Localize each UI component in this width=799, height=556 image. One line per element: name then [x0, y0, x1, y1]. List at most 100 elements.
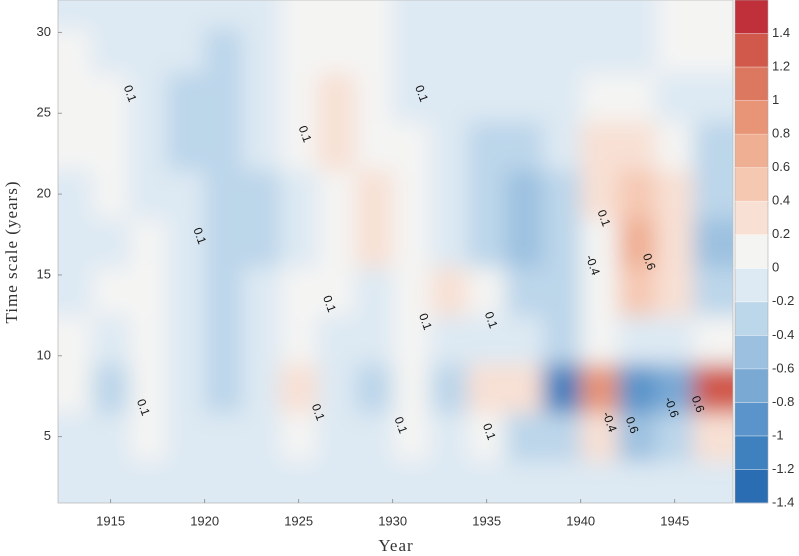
contour-label: -0.6: [662, 395, 682, 420]
cell: [91, 169, 130, 219]
cell: [580, 121, 619, 171]
cell: [693, 28, 733, 74]
cell: [317, 266, 356, 316]
cell: [655, 0, 695, 29]
cell: [317, 363, 356, 413]
cell: [392, 0, 431, 29]
cell: [91, 266, 130, 316]
cell: [505, 315, 544, 365]
cell: [204, 363, 243, 413]
cell: [580, 28, 619, 74]
cell: [317, 121, 356, 171]
cell: [430, 412, 469, 462]
colorbar-swatch: [735, 435, 768, 470]
cell: [204, 412, 243, 462]
cell: [392, 121, 431, 171]
cell: [129, 460, 168, 503]
contour-label: 0.1: [320, 294, 339, 315]
cell: [580, 315, 619, 365]
cell: [618, 266, 657, 316]
contour-label: 0.1: [392, 415, 411, 436]
colorbar-swatch: [735, 402, 768, 437]
cell: [58, 0, 93, 29]
contour-label: -0.4: [600, 410, 620, 435]
cell: [693, 412, 733, 462]
cell: [279, 28, 318, 74]
cell: [580, 218, 619, 268]
cell: [655, 363, 695, 413]
y-tick-label: 30: [37, 24, 51, 39]
colorbar-tick-label: -0.8: [772, 394, 794, 409]
cell: [204, 0, 243, 29]
cell: [129, 266, 168, 316]
colorbar-tick-label: 0.8: [772, 126, 790, 141]
cell: [167, 266, 206, 316]
cell: [242, 218, 281, 268]
cell: [279, 0, 318, 29]
cell: [693, 315, 733, 365]
colorbar-swatch: [735, 335, 768, 370]
cell: [279, 121, 318, 171]
colorbar-tick-label: -1: [772, 427, 784, 442]
colorbar-tick-label: 1.4: [772, 25, 790, 40]
cell: [467, 460, 506, 503]
cell: [167, 363, 206, 413]
cell: [580, 412, 619, 462]
cell: [505, 218, 544, 268]
cell: [129, 169, 168, 219]
cell: [58, 169, 93, 219]
cell: [355, 28, 394, 74]
cell: [91, 412, 130, 462]
cell: [618, 412, 657, 462]
x-tick-label: 1920: [190, 513, 219, 528]
cell: [355, 169, 394, 219]
overlay: 1915 1920 1925 1930 1935 1940 1945 5 10 15 20 25 30 0…: [37, 24, 708, 529]
cell: [543, 169, 582, 219]
cell: [430, 72, 469, 122]
cell: [242, 121, 281, 171]
cell: [279, 72, 318, 122]
cell: [580, 72, 619, 122]
cell: [167, 28, 206, 74]
cell: [430, 315, 469, 365]
colorbar-swatch: [735, 0, 768, 34]
cell: [618, 0, 657, 29]
plot-frame: [57, 0, 734, 504]
cell: [505, 28, 544, 74]
cell: [242, 412, 281, 462]
colorbar-swatch: [735, 268, 768, 303]
cell: [467, 412, 506, 462]
cell: [618, 169, 657, 219]
cell: [355, 0, 394, 29]
x-tick-label: 1945: [660, 513, 689, 528]
colorbar-tick-label: 0.4: [772, 193, 790, 208]
cell: [129, 218, 168, 268]
contour-label: -0.4: [583, 253, 603, 278]
contour-label: 0.1: [121, 83, 140, 104]
cell: [355, 218, 394, 268]
colorbar-swatch: [735, 234, 768, 269]
colorbar-swatch: [735, 368, 768, 403]
cell: [392, 72, 431, 122]
cell: [430, 218, 469, 268]
cell: [355, 266, 394, 316]
colorbar-swatch: [735, 33, 768, 68]
contour-label: 0.6: [689, 394, 708, 415]
cell: [204, 266, 243, 316]
cell: [392, 169, 431, 219]
contour-label: 0.1: [309, 402, 328, 423]
cell: [317, 0, 356, 29]
cell: [580, 460, 619, 503]
cell: [392, 363, 431, 413]
cell: [467, 72, 506, 122]
colorbar-swatch: [735, 201, 768, 236]
cell: [543, 315, 582, 365]
cell: [91, 121, 130, 171]
cell: [167, 169, 206, 219]
cell: [392, 460, 431, 503]
cell: [317, 460, 356, 503]
cell: [167, 218, 206, 268]
